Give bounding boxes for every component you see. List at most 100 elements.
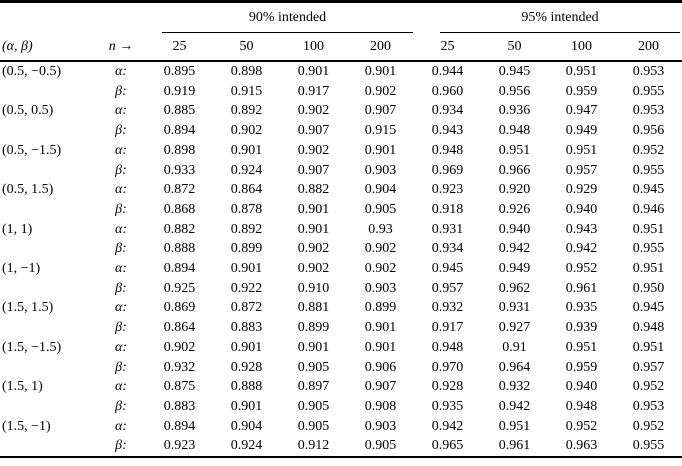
value-cell: 0.899 (297, 320, 330, 336)
col-header-90-25: 25 (146, 33, 213, 62)
table-row: (1.5, 1) α: 0.875 0.888 0.897 0.907 0.928 0.932… (0, 377, 682, 397)
pair-label: (0.5, −1.5) (2, 142, 62, 158)
value-cell: 0.942 (498, 398, 531, 414)
value-cell: 0.915 (364, 123, 397, 139)
group-label-95: 95% intended (440, 9, 680, 33)
value-cell: 0.951 (498, 418, 531, 434)
pair-label: (0.5, −0.5) (2, 64, 62, 79)
table-row: (1, 1) α: 0.882 0.892 0.901 0.93 0.931 0.940 0.9… (0, 220, 682, 240)
value-cell: 0.902 (364, 241, 397, 257)
pair-label-empty (0, 121, 96, 141)
value-cell: 0.901 (297, 221, 330, 237)
value-cell: 0.905 (364, 201, 397, 217)
value-cell: 0.953 (632, 103, 665, 119)
value-cell: 0.904 (230, 418, 263, 434)
alpha-row-label: α: (114, 64, 127, 79)
value-cell: 0.901 (230, 339, 263, 355)
value-cell: 0.894 (163, 261, 196, 277)
pair-label: (1.5, 1) (2, 379, 43, 395)
alpha-row-label: α: (114, 103, 127, 119)
value-cell: 0.932 (163, 359, 196, 375)
pair-label: (1.5, 1.5) (2, 300, 54, 316)
value-cell: 0.872 (163, 182, 196, 198)
value-cell: 0.957 (565, 162, 598, 178)
beta-row-label: β: (115, 201, 127, 217)
table-row: β: 0.919 0.915 0.917 0.902 0.960 0.956 0.959 0.9… (0, 82, 682, 102)
value-cell: 0.957 (632, 359, 665, 375)
value-cell: 0.864 (230, 182, 263, 198)
value-cell: 0.932 (431, 300, 464, 316)
group-header-95: 95% intended (414, 2, 682, 33)
beta-row-label: β: (115, 359, 127, 375)
value-cell: 0.885 (163, 103, 196, 119)
value-cell: 0.868 (163, 201, 196, 217)
pair-label: (1, −1) (2, 261, 41, 277)
value-cell: 0.917 (431, 320, 464, 336)
beta-row-label: β: (115, 83, 127, 99)
pair-label: (1.5, −1.5) (2, 339, 62, 355)
beta-row-label: β: (115, 398, 127, 414)
value-cell: 0.901 (364, 142, 397, 158)
value-cell: 0.928 (431, 379, 464, 395)
value-cell: 0.918 (431, 201, 464, 217)
value-cell: 0.901 (230, 261, 263, 277)
value-cell: 0.947 (565, 103, 598, 119)
value-cell: 0.952 (565, 418, 598, 434)
table-row: (1, −1) α: 0.894 0.901 0.902 0.902 0.945 0.949 0… (0, 259, 682, 279)
alpha-row-label: α: (114, 261, 127, 277)
pair-label-empty (0, 239, 96, 259)
pair-label: (0.5, 0.5) (2, 103, 54, 119)
table-row: β: 0.894 0.902 0.907 0.915 0.943 0.948 0.949 0.9… (0, 121, 682, 141)
beta-row-label: β: (115, 241, 127, 257)
value-cell: 0.901 (297, 64, 330, 79)
value-cell: 0.951 (565, 339, 598, 355)
value-cell: 0.915 (230, 83, 263, 99)
value-cell: 0.952 (632, 418, 665, 434)
col-header-95-100: 100 (548, 33, 615, 62)
value-cell: 0.934 (431, 103, 464, 119)
col-header-90-200: 200 (347, 33, 414, 62)
value-cell: 0.940 (498, 221, 531, 237)
value-cell: 0.935 (565, 300, 598, 316)
value-cell: 0.927 (498, 320, 531, 336)
value-cell: 0.907 (364, 103, 397, 119)
table-row: β: 0.925 0.922 0.910 0.903 0.957 0.962 0.961 0.9… (0, 279, 682, 299)
value-cell: 0.881 (297, 300, 330, 316)
pair-label-empty (0, 161, 96, 181)
pair-label: (1, 1) (2, 221, 33, 237)
pair-label-empty (0, 279, 96, 299)
value-cell: 0.875 (163, 379, 196, 395)
value-cell: 0.961 (565, 280, 598, 296)
table-row: (0.5, −1.5) α: 0.898 0.901 0.902 0.901 0.948 0.… (0, 141, 682, 161)
value-cell: 0.894 (163, 123, 196, 139)
value-cell: 0.882 (163, 221, 196, 237)
value-cell: 0.952 (565, 261, 598, 277)
group-header-90: 90% intended (146, 2, 414, 33)
value-cell: 0.907 (364, 379, 397, 395)
pair-label-empty (0, 358, 96, 378)
value-cell: 0.883 (163, 398, 196, 414)
value-cell: 0.951 (632, 339, 665, 355)
value-cell: 0.906 (364, 359, 397, 375)
value-cell: 0.899 (230, 241, 263, 257)
value-cell: 0.895 (163, 64, 196, 79)
value-cell: 0.969 (431, 162, 464, 178)
value-cell: 0.907 (297, 162, 330, 178)
table-row: β: 0.868 0.878 0.901 0.905 0.918 0.926 0.940 0.9… (0, 200, 682, 220)
alpha-row-label: α: (114, 221, 127, 237)
col-header-90-100: 100 (280, 33, 347, 62)
beta-row-label: β: (115, 162, 127, 178)
value-cell: 0.965 (431, 438, 464, 454)
value-cell: 0.901 (364, 64, 397, 79)
value-cell: 0.931 (498, 300, 531, 316)
value-cell: 0.945 (431, 261, 464, 277)
value-cell: 0.901 (297, 201, 330, 217)
pair-label-empty (0, 318, 96, 338)
column-header-row: (α, β) n → 25 50 100 200 25 50 100 200 (0, 33, 682, 62)
value-cell: 0.957 (431, 280, 464, 296)
col-header-95-50: 50 (481, 33, 548, 62)
value-cell: 0.948 (431, 339, 464, 355)
value-cell: 0.966 (498, 162, 531, 178)
value-cell: 0.942 (565, 241, 598, 257)
